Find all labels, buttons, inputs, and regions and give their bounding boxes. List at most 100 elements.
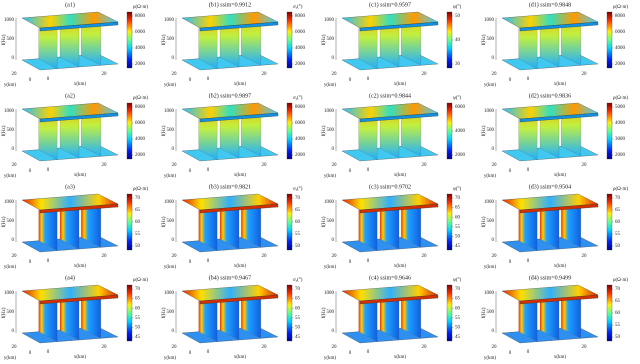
colorbar-tick-label: 8000 [135, 14, 146, 19]
panel-title: (b4) ssim=0.9467 [209, 274, 251, 281]
colorbar-tick-label: 60 [135, 220, 141, 225]
z-tick-label: 500 [487, 37, 495, 42]
colorbar-label: φ(°) [453, 278, 462, 283]
x-axis-label: x(km) [234, 264, 247, 269]
z-axis-label: f(Hz) [322, 125, 327, 136]
colorbar-tick-label: 70 [455, 196, 461, 201]
colorbar-tick-label: 70 [295, 196, 301, 201]
z-tick-label: 1000 [484, 18, 495, 23]
colorbar [606, 193, 613, 251]
colorbar-tick-label: 65 [295, 297, 301, 302]
colorbar-tick-label: 4000 [295, 46, 306, 51]
y-tick-label: 20 [12, 345, 18, 350]
panel: (c3) ssim=0.970210005000f(Hz)y(km)200x(k… [322, 183, 461, 270]
y-axis-label: y(km) [164, 265, 177, 270]
x-axis-label: x(km) [74, 173, 87, 178]
y-axis-label: y(km) [484, 356, 497, 361]
colorbar-tick-label: 8000 [295, 14, 306, 19]
colorbar-tick-label: 50 [135, 326, 141, 331]
colorbar-tick-label: 45 [295, 335, 301, 340]
colorbar-tick-label: 8000 [615, 14, 626, 19]
z-axis-label: f(Hz) [482, 34, 487, 45]
y-axis-label: y(km) [484, 83, 497, 88]
colorbar [606, 11, 613, 69]
z-axis-label: f(Hz) [162, 307, 167, 318]
x-tick-label: 0 [47, 350, 50, 355]
colorbar-tick-label: 2000 [135, 153, 146, 158]
z-axis-label: f(Hz) [482, 125, 487, 136]
y-tick-label: 20 [492, 254, 498, 259]
x-axis-label: x(km) [234, 173, 247, 178]
colorbar-tick-label: 55 [615, 232, 621, 237]
x-axis-label: x(km) [394, 173, 407, 178]
panel-title: (c3) ssim=0.9702 [369, 183, 411, 190]
colorbar-label: σₐ(°) [293, 96, 303, 101]
x-tick-label: 0 [527, 350, 530, 355]
y-axis-label: y(km) [4, 356, 17, 361]
panel: (d1) ssim=0.9848 1000 500 0 f(Hz) y(km) 20 0 x(k… [482, 1, 628, 88]
x-axis-label: x(km) [74, 82, 87, 87]
y-tick-label: 20 [172, 254, 178, 259]
colorbar [606, 284, 613, 342]
colorbar-tick-label: 6000 [295, 121, 306, 126]
y-axis-label: y(km) [324, 174, 337, 179]
colorbar-label: φ(°) [453, 187, 462, 192]
panel: (b3) ssim=0.982110005000f(Hz)y(km)200x(k… [162, 183, 303, 270]
z-tick-label: 0 [12, 329, 15, 334]
colorbar-tick-label: 55 [135, 232, 141, 237]
slab-edge [199, 21, 279, 32]
z-axis-label: f(Hz) [2, 34, 7, 45]
colorbar-tick-label: 4000 [135, 137, 146, 142]
colorbar-tick-label: 40 [455, 38, 461, 43]
panel: (c4) ssim=0.964610005000f(Hz)y(km)200x(k… [322, 274, 461, 361]
colorbar-tick-label: 70 [455, 287, 461, 292]
panel: (d4) ssim=0.949910005000f(Hz)y(km)200x(k… [482, 274, 628, 361]
colorbar-tick-label: 2000 [295, 62, 306, 67]
y-axis-label: y(km) [4, 265, 17, 270]
x-tick-label: 20 [262, 254, 268, 259]
z-tick-label: 1000 [324, 291, 335, 296]
slab-edge [359, 203, 439, 214]
x-axis-label: x(km) [394, 82, 407, 87]
colorbar-tick-label: 45 [455, 244, 461, 249]
z-tick-label: 1000 [484, 291, 495, 296]
colorbar-tick-label: 5000 [615, 105, 626, 110]
y-axis-label: y(km) [4, 174, 17, 179]
colorbar-label: φ(°) [453, 5, 462, 10]
z-axis-label: f(Hz) [162, 216, 167, 227]
z-tick-label: 0 [172, 56, 175, 61]
x-tick-label: 0 [47, 259, 50, 264]
colorbar-tick-label: 30 [455, 62, 461, 67]
panel: (c1) ssim=0.959710005000f(Hz)y(km)200x(k… [322, 1, 461, 88]
panel-title: (b3) ssim=0.9821 [209, 183, 251, 190]
y-tick-label: 20 [492, 345, 498, 350]
z-tick-label: 1000 [324, 18, 335, 23]
colorbar-label: ρ(Ω·m) [613, 187, 628, 192]
colorbar-tick-label: 50 [135, 244, 141, 249]
z-tick-label: 1000 [4, 18, 15, 23]
panel: (c2) ssim=0.9844 1000 500 0 f(Hz) y(km) 20 0 x(k… [322, 92, 465, 179]
y-tick-label: 20 [332, 345, 338, 350]
slab-edge [359, 294, 439, 305]
colorbar [126, 102, 133, 160]
colorbar-tick-label: 55 [455, 316, 461, 321]
colorbar-tick-label: 65 [135, 297, 141, 302]
x-tick-label: 0 [367, 77, 370, 82]
colorbar-label: ρ(Ω·m) [613, 96, 628, 101]
y-axis-label: y(km) [324, 265, 337, 270]
y-tick-label: 0 [189, 260, 192, 265]
x-axis-label: x(km) [74, 264, 87, 269]
colorbar-tick-label: 65 [135, 208, 141, 213]
panel: (a1) 1000 500 0 f(Hz) y(km) 20 0 x(km) 0 20 ρ(Ω·m) 2… [2, 1, 148, 88]
colorbar-tick-label: 55 [455, 225, 461, 230]
x-tick-label: 0 [367, 168, 370, 173]
colorbar-tick-label: 6000 [135, 30, 146, 35]
y-axis-label: y(km) [484, 174, 497, 179]
z-tick-label: 500 [167, 37, 175, 42]
z-tick-label: 500 [487, 219, 495, 224]
x-tick-label: 0 [367, 259, 370, 264]
z-tick-label: 0 [492, 329, 495, 334]
slab-edge [519, 112, 599, 123]
z-axis-label: f(Hz) [2, 125, 7, 136]
